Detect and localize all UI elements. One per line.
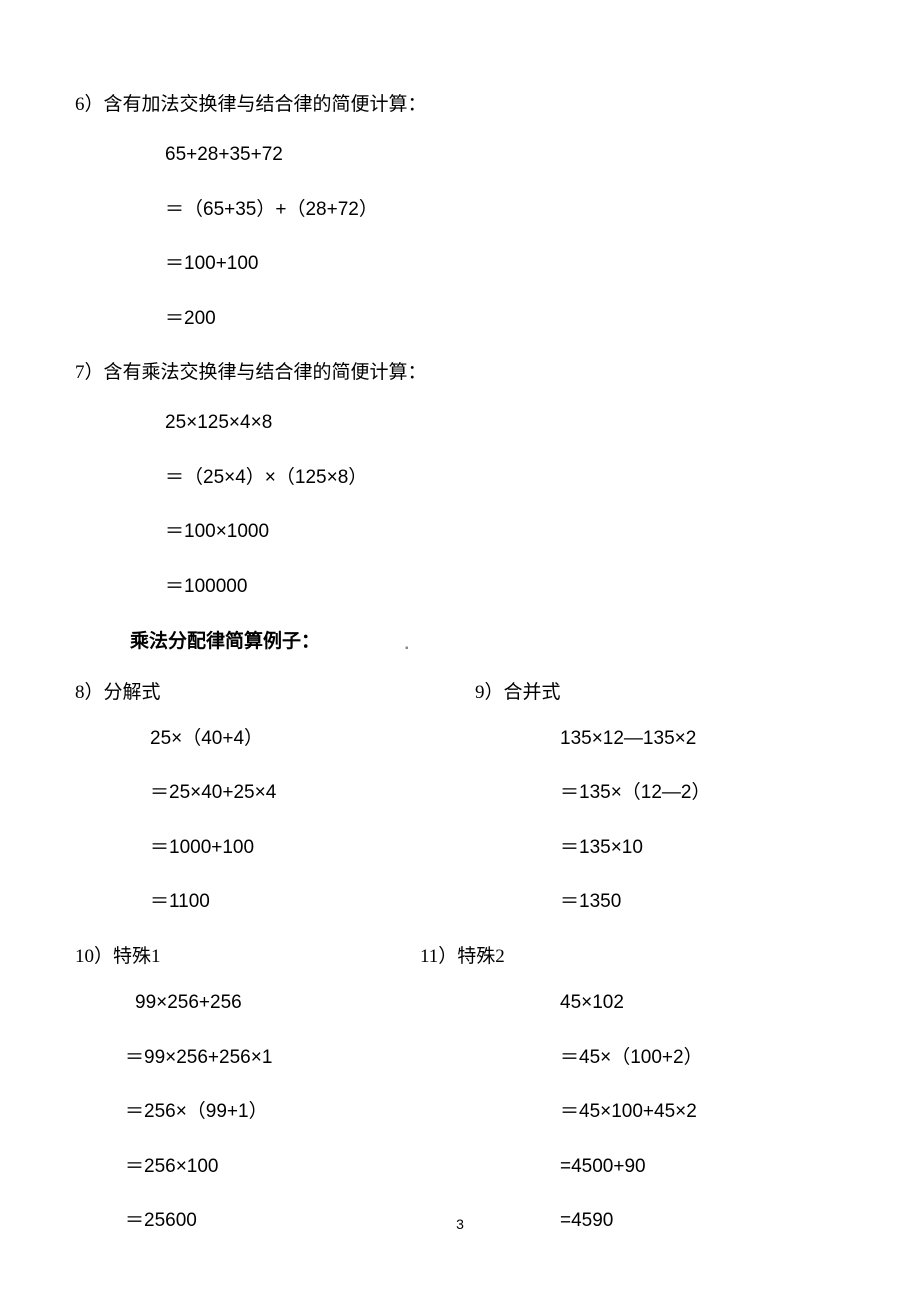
watermark-dot: ▪ — [405, 643, 411, 649]
section-11-heading: 11）特殊2 — [420, 941, 845, 968]
col-section-10: 10）特殊1 99×256+256 ＝99×256+256×1 ＝256×（99… — [75, 941, 475, 1260]
section-9-line-3: ＝135×10 — [560, 833, 845, 863]
section-6-line-2: ＝（65+35）+（28+72） — [165, 195, 845, 225]
section-8-line-1: 25×（40+4） — [150, 724, 475, 754]
section-10-line-3: ＝256×（99+1） — [125, 1097, 475, 1127]
row-10-11: 10）特殊1 99×256+256 ＝99×256+256×1 ＝256×（99… — [75, 941, 845, 1260]
row-8-9: 8）分解式 25×（40+4） ＝25×40+25×4 ＝1000+100 ＝1… — [75, 677, 845, 942]
section-11-line-4: =4500+90 — [560, 1152, 845, 1182]
section-11-line-1: 45×102 — [560, 988, 845, 1018]
section-7-line-3: ＝100×1000 — [165, 517, 845, 547]
section-6-line-1: 65+28+35+72 — [165, 140, 845, 170]
section-11-line-2: ＝45×（100+2） — [560, 1043, 845, 1073]
section-6-line-4: ＝200 — [165, 304, 845, 334]
col-section-9: 9）合并式 135×12—135×2 ＝135×（12—2） ＝135×10 ＝… — [475, 677, 845, 942]
section-8-heading: 8）分解式 — [75, 677, 475, 704]
section-11-line-3: ＝45×100+45×2 — [560, 1097, 845, 1127]
section-8-line-2: ＝25×40+25×4 — [150, 778, 475, 808]
col-section-8: 8）分解式 25×（40+4） ＝25×40+25×4 ＝1000+100 ＝1… — [75, 677, 475, 942]
section-8-line-4: ＝1100 — [150, 887, 475, 917]
section-9-line-2: ＝135×（12—2） — [560, 778, 845, 808]
section-6-heading: 6）含有加法交换律与结合律的简便计算： — [75, 90, 845, 120]
section-7-line-2: ＝（25×4）×（125×8） — [165, 463, 845, 493]
section-10-line-1: 99×256+256 — [135, 988, 475, 1018]
section-10-line-4: ＝256×100 — [125, 1152, 475, 1182]
page-number: 3 — [0, 1216, 920, 1232]
section-6-line-3: ＝100+100 — [165, 249, 845, 279]
section-10-heading: 10）特殊1 — [75, 941, 475, 968]
section-7-heading: 7）含有乘法交换律与结合律的简便计算： — [75, 358, 845, 388]
section-7-line-1: 25×125×4×8 — [165, 408, 845, 438]
section-10-line-2: ＝99×256+256×1 — [125, 1043, 475, 1073]
section-9-line-1: 135×12—135×2 — [560, 724, 845, 754]
section-8-line-3: ＝1000+100 — [150, 833, 475, 863]
col-section-11: 11）特殊2 45×102 ＝45×（100+2） ＝45×100+45×2 =… — [475, 941, 845, 1260]
distributive-heading: 乘法分配律简算例子： — [130, 626, 845, 653]
section-7-line-4: ＝100000 — [165, 572, 845, 602]
section-9-line-4: ＝1350 — [560, 887, 845, 917]
section-9-heading: 9）合并式 — [475, 677, 845, 704]
